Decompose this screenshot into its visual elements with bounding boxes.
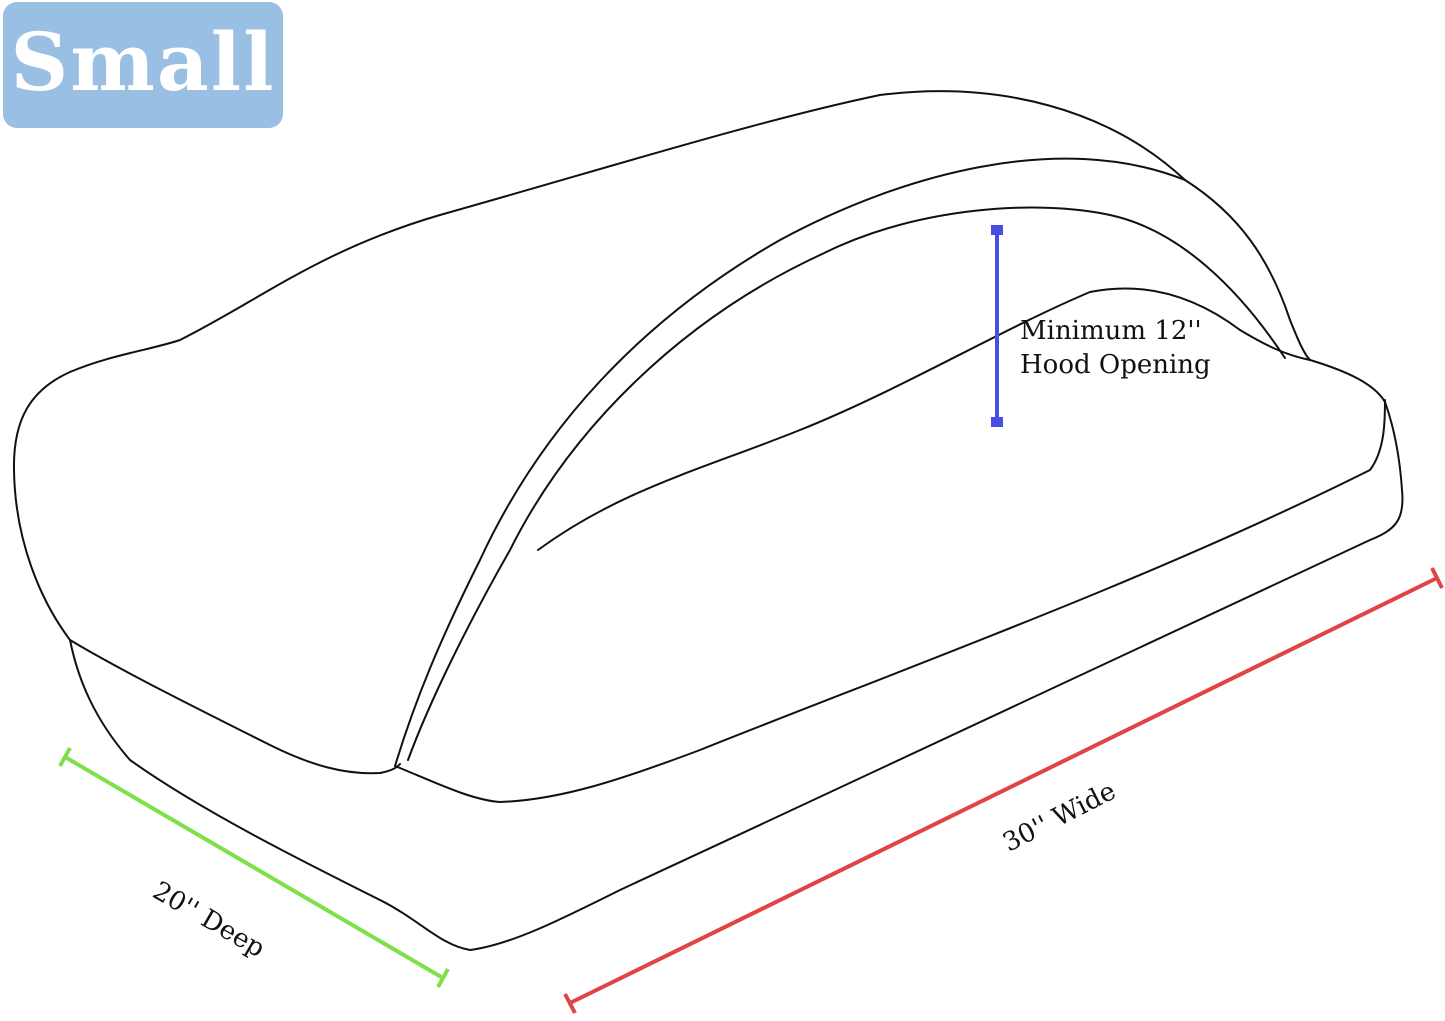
hood-height-cap-bottom: [991, 417, 1003, 427]
depth-cap-start: [58, 747, 72, 767]
width-cap-end: [1430, 567, 1444, 589]
depth-line: [63, 755, 445, 980]
hood-label-line2: Hood Opening: [1020, 350, 1211, 380]
bed-base-inner-edge: [394, 399, 1386, 803]
width-cap-start: [563, 993, 577, 1014]
size-badge: Small: [3, 2, 283, 128]
hood-height-cap-top: [991, 225, 1003, 235]
depth-cap-end: [436, 968, 450, 988]
hood-inner-arc: [407, 206, 1286, 761]
bed-outer-outline: [12, 90, 1404, 951]
size-badge-label: Small: [10, 15, 276, 109]
hood-outer-arc: [394, 157, 1186, 767]
hood-opening-label: Minimum 12'' Hood Opening: [1020, 314, 1211, 382]
width-line: [569, 576, 1438, 1005]
hood-label-line1: Minimum 12'': [1020, 316, 1202, 346]
bed-side-top-edge: [69, 639, 401, 775]
